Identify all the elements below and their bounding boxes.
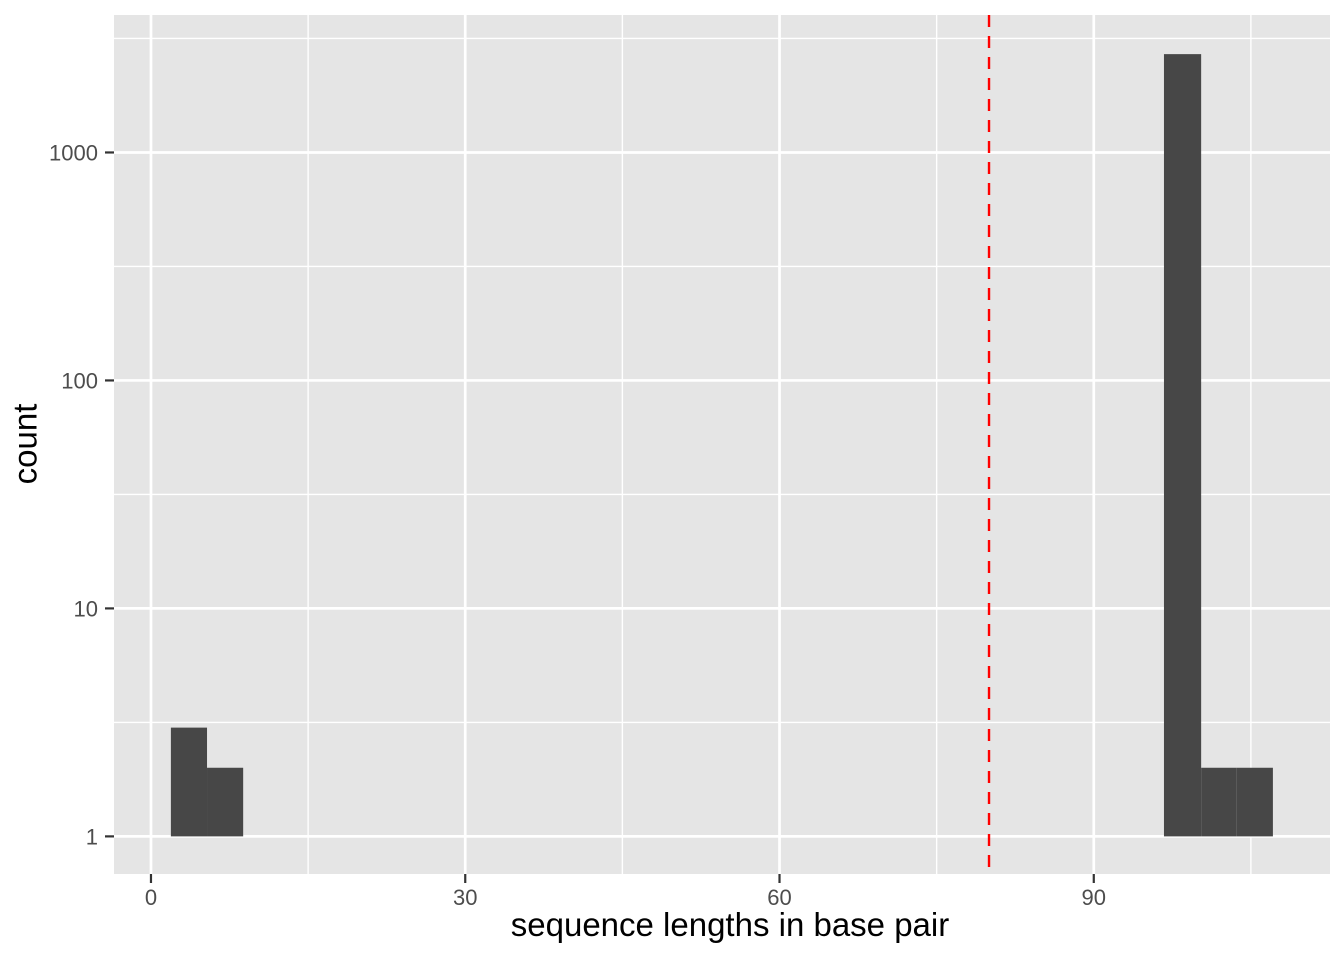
y-tick-label: 10: [74, 596, 98, 621]
plot-panel: [114, 15, 1330, 874]
y-tick-label: 1000: [49, 140, 98, 165]
y-tick-label: 1: [86, 824, 98, 849]
x-tick-label: 90: [1082, 885, 1106, 910]
x-tick-label: 60: [767, 885, 791, 910]
x-tick-label: 0: [145, 885, 157, 910]
x-axis-title: sequence lengths in base pair: [510, 906, 950, 943]
histogram-bar: [1201, 767, 1237, 837]
histogram-bar: [170, 727, 208, 837]
y-axis-title: count: [6, 403, 44, 485]
histogram-bar: [1163, 54, 1202, 837]
histogram-bar: [1236, 767, 1273, 837]
histogram-bar: [207, 767, 244, 837]
y-tick-label: 100: [61, 368, 98, 393]
x-tick-label: 30: [453, 885, 477, 910]
